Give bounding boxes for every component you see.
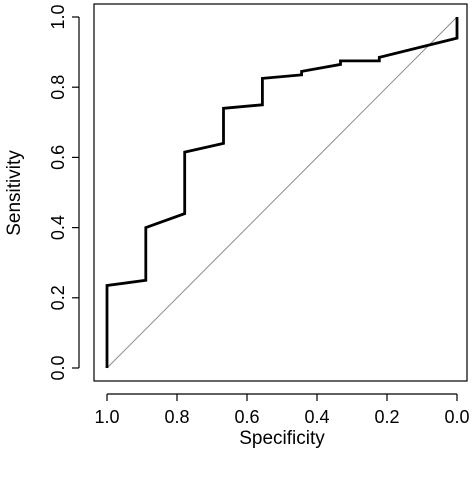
y-tick-label: 1.0	[48, 4, 68, 29]
x-tick-label: 0.0	[444, 407, 469, 427]
y-tick-label: 0.8	[48, 75, 68, 100]
x-axis: 1.0 0.8 0.6 0.4 0.2 0.0	[94, 393, 470, 427]
x-tick-label: 0.8	[164, 407, 189, 427]
x-tick-label: 1.0	[94, 407, 119, 427]
x-axis-title: Specificity	[239, 428, 325, 449]
plot-frame	[93, 3, 468, 382]
x-tick-label: 0.2	[374, 407, 399, 427]
series-layer	[105, 16, 459, 369]
y-tick-label: 0.2	[48, 285, 68, 310]
y-tick-label: 0.0	[48, 355, 68, 380]
y-tick-label: 0.4	[48, 215, 68, 240]
reference-diagonal	[106, 16, 458, 369]
x-tick-label: 0.4	[304, 407, 329, 427]
y-tick-label: 0.6	[48, 145, 68, 170]
x-tick-label: 0.6	[234, 407, 259, 427]
y-axis-title: Sensitivity	[4, 150, 25, 236]
roc-curve	[105, 17, 459, 368]
y-axis: 0.0 0.2 0.4 0.6 0.8 1.0	[48, 4, 80, 381]
